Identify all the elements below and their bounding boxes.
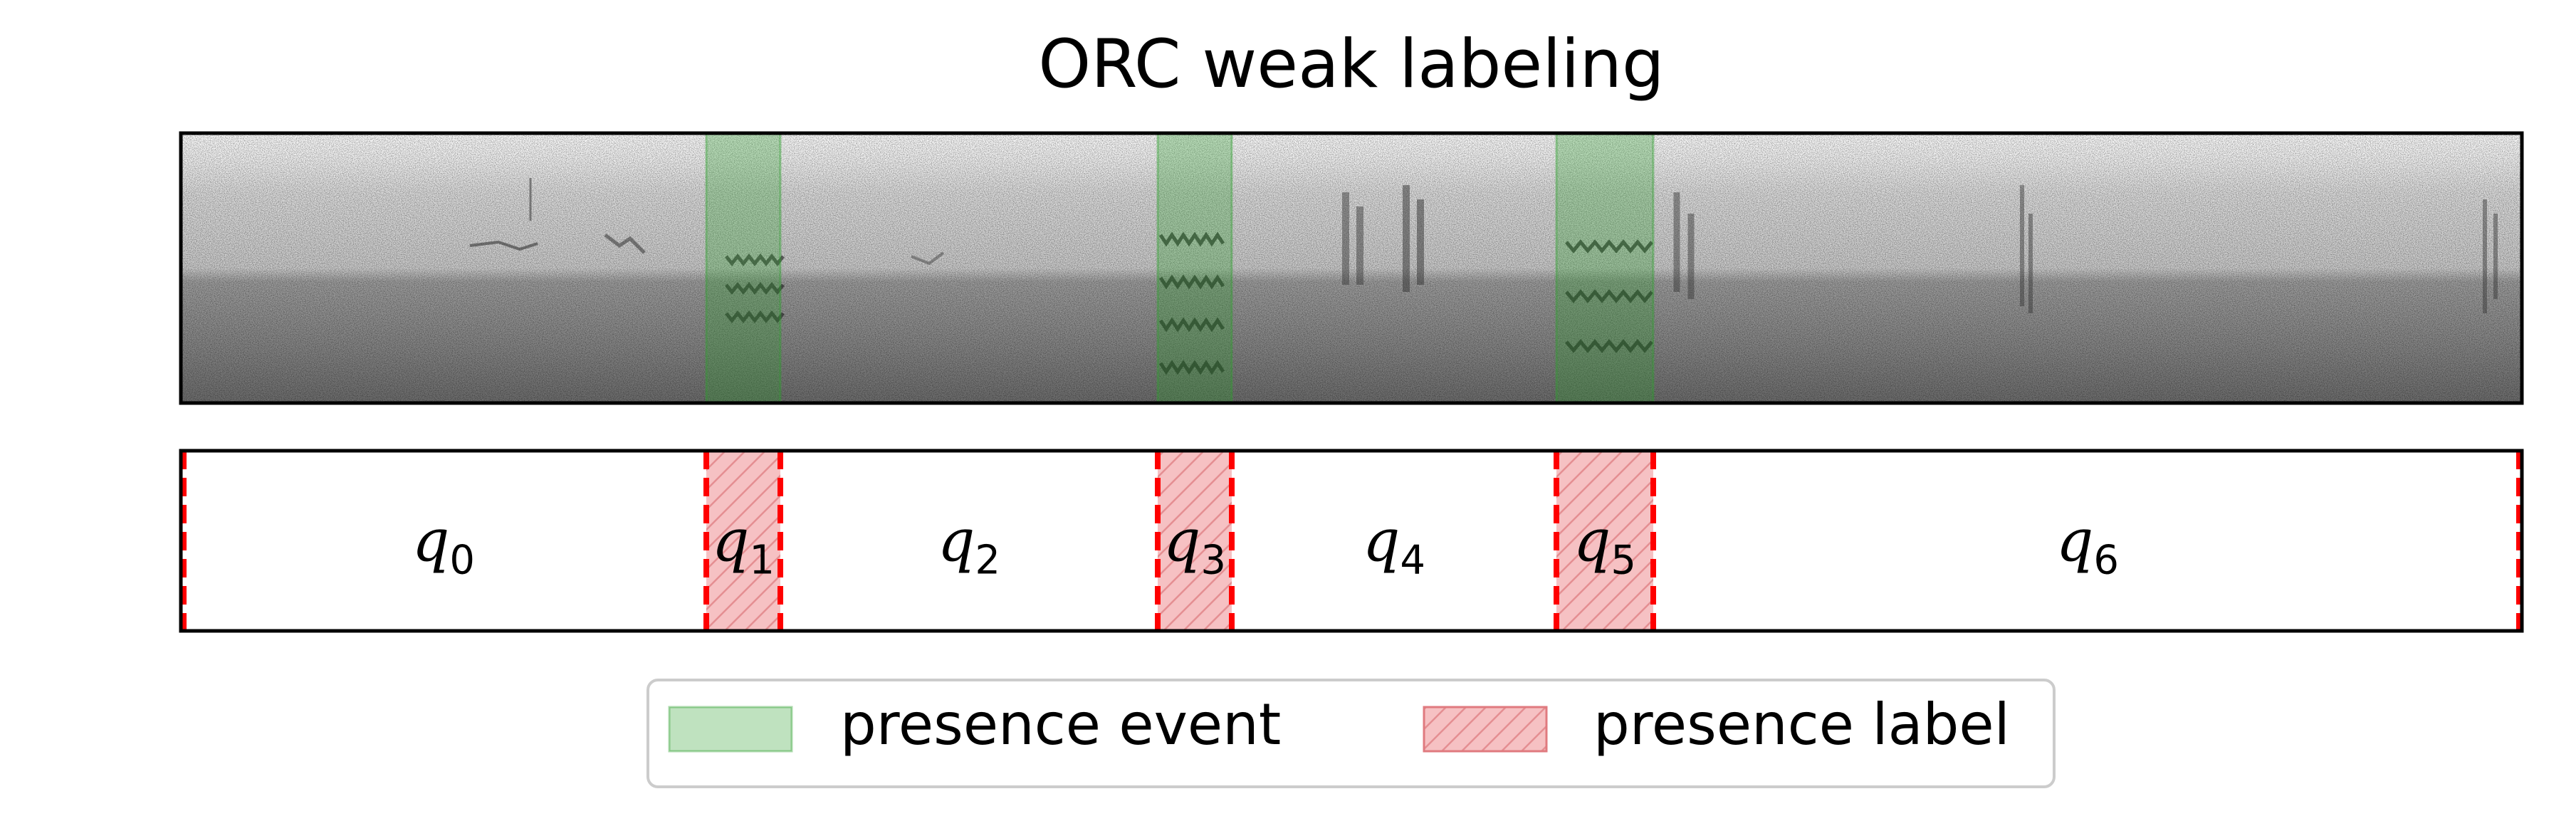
- presence-events: [705, 132, 1655, 404]
- legend-box: [646, 679, 2056, 788]
- presence-event-2: [1555, 132, 1655, 404]
- segment-label-3: q3: [1163, 508, 1226, 584]
- segment-label-2: q2: [938, 508, 1000, 584]
- legend-presence-event-label: presence event: [840, 691, 1281, 758]
- spectrogram-panel: [179, 131, 2524, 405]
- presence-label-1: [706, 451, 780, 631]
- segment-panel-frame: [179, 449, 2524, 633]
- presence-event-0: [705, 132, 782, 404]
- segment-labels: q0 q1 q2 q3 q4 q5 q6: [412, 508, 2119, 584]
- spectrogram-noise: [181, 133, 2522, 403]
- segment-label-symbol: q: [2056, 508, 2094, 575]
- segment-label-symbol: q: [712, 508, 750, 575]
- segment-label-4: q4: [1363, 508, 1425, 584]
- segment-label-symbol: q: [412, 508, 450, 575]
- segment-label-index: 0: [449, 538, 475, 584]
- chart-title: ORC weak labeling: [1038, 26, 1664, 103]
- spectrogram-traces: [469, 178, 2498, 375]
- segment-label-symbol: q: [938, 508, 975, 575]
- legend-presence-label-label: presence label: [1593, 691, 2010, 758]
- segment-label-symbol: q: [1363, 508, 1400, 575]
- segment-label-5: q5: [1574, 508, 1636, 584]
- segment-label-symbol: q: [1163, 508, 1201, 575]
- segment-label-index: 5: [1611, 538, 1636, 584]
- segment-label-index: 6: [2093, 538, 2119, 584]
- segment-label-symbol: q: [1574, 508, 1611, 575]
- legend: presence event presence label: [646, 679, 2056, 788]
- segment-label-index: 4: [1400, 538, 1425, 584]
- presence-label-3: [1158, 451, 1232, 631]
- presence-event-1: [1156, 132, 1233, 404]
- legend-presence-event-swatch: [668, 706, 793, 753]
- segment-label-0: q0: [412, 508, 475, 584]
- segment-label-index: 1: [749, 538, 775, 584]
- segment-panel: q0 q1 q2 q3 q4 q5 q6: [179, 449, 2524, 633]
- legend-presence-label-swatch: [1423, 706, 1548, 753]
- presence-label-5: [1556, 451, 1653, 631]
- presence-labels: [706, 451, 1653, 631]
- segment-label-index: 3: [1200, 538, 1226, 584]
- segment-label-1: q1: [712, 508, 775, 584]
- segment-label-6: q6: [2056, 508, 2119, 584]
- spectrogram-frame: [179, 131, 2524, 405]
- segment-panel-background: [181, 451, 2522, 631]
- segment-label-index: 2: [975, 538, 1000, 584]
- segment-boundaries: [181, 451, 2522, 631]
